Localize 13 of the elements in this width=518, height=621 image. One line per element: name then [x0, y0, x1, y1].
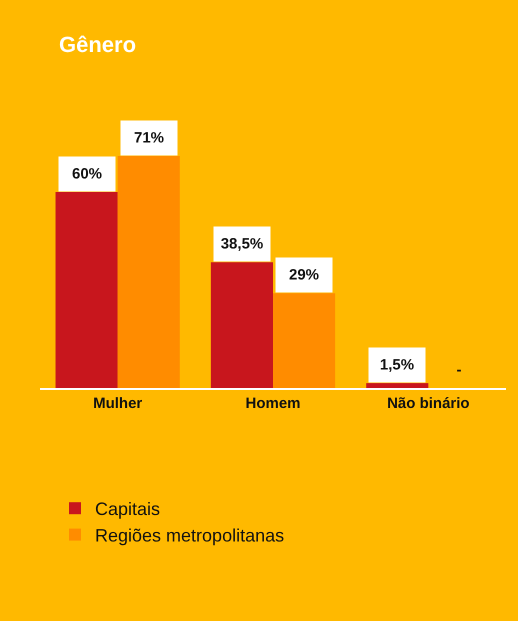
data-label: 38,5%: [220, 236, 264, 252]
chart-title: Gênero: [59, 32, 136, 57]
legend-label: Capitais: [95, 499, 160, 520]
x-tick-label: Não binário: [387, 395, 470, 412]
bar: [366, 383, 428, 388]
text: -: [456, 362, 462, 378]
data-label: 29%: [288, 266, 320, 284]
data-label: 71%: [134, 130, 164, 146]
x-tick-label: Homem: [245, 395, 301, 412]
data-label: 60%: [72, 166, 102, 182]
x-tick-label: Mulher: [93, 395, 142, 412]
legend-label: Regiões metropolitanas: [95, 526, 284, 546]
data-label: 1,5%: [380, 356, 414, 374]
